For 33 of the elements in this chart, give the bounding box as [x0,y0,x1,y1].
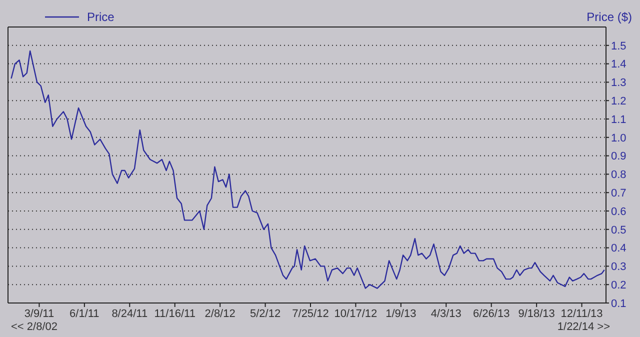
x-tick-label: 2/8/12 [204,308,236,320]
x-tick-label: 1/9/13 [386,308,416,320]
x-tick-label: 6/26/13 [473,308,510,320]
y-tick-label: 1.2 [611,96,626,108]
x-tick-label: 8/24/11 [112,308,148,320]
y-tick-label: 0.1 [611,298,626,310]
x-tick-label: 6/1/11 [70,308,100,320]
x-tick-label: 11/16/11 [154,308,196,320]
x-tick-label: 7/25/12 [292,308,329,320]
x-tick-label: 10/17/12 [334,308,378,320]
y-tick-label: 1.5 [611,40,626,52]
y-tick-label: 1.1 [611,114,626,126]
x-tick-label: 9/18/13 [518,308,555,320]
y-tick-label: 0.7 [611,188,626,200]
legend-label: Price [87,10,114,24]
line-series [10,50,605,289]
y-tick-label: 0.6 [611,206,626,218]
y-tick-label: 1.3 [611,77,626,90]
y-tick-label: 0.8 [611,169,626,182]
y-tick-label: 0.5 [611,224,626,236]
x-tick-label: 4/3/13 [430,308,462,320]
y-axis-title: Price ($) [586,10,632,24]
y-tick-label: 0.3 [611,261,626,274]
x-tick-label: 5/2/12 [250,308,281,320]
x-tick-label: 12/11/13 [560,308,603,320]
y-tick-label: 1.0 [611,132,626,144]
y-tick-label: 0.2 [611,280,626,292]
text: << 2/8/02 [11,321,58,333]
y-tick-label: 1.4 [611,58,626,71]
y-tick-label: 0.4 [611,242,626,255]
text: 1/22/14 >> [557,321,610,333]
y-tick-label: 0.9 [611,150,626,163]
x-tick-label: 3/9/11 [24,308,54,320]
